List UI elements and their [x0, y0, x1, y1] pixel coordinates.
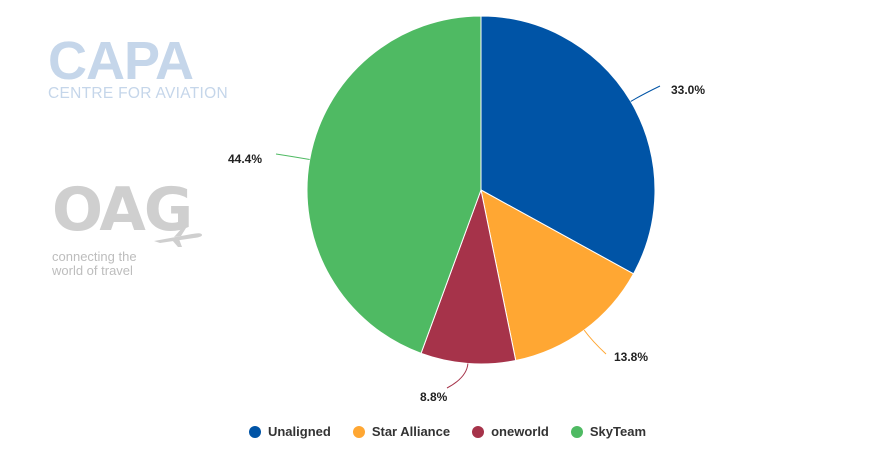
- airplane-icon: [154, 228, 202, 247]
- pie-slices: [306, 15, 656, 365]
- oag-tagline-line2: world of travel: [52, 263, 133, 278]
- legend-label: Unaligned: [267, 424, 331, 439]
- pie-label-oneworld: 8.8%: [420, 390, 448, 404]
- chart-legend: Unaligned Star Alliance oneworld SkyTeam: [0, 424, 895, 439]
- oag-logo-tagline: connecting the world of travel: [52, 250, 191, 278]
- pie-label-star-alliance: 13.8%: [614, 350, 648, 364]
- legend-swatch: [472, 425, 485, 438]
- capa-logo-word: CAPA: [48, 31, 194, 91]
- capa-logo: CAPA CENTRE FOR AVIATION: [48, 31, 258, 102]
- pie-connector-star-alliance: [583, 329, 607, 355]
- legend-item-star-alliance[interactable]: Star Alliance: [352, 424, 451, 439]
- legend-swatch: [248, 425, 261, 438]
- legend-label: SkyTeam: [589, 424, 647, 439]
- capa-logo-subtitle: CENTRE FOR AVIATION: [48, 85, 228, 102]
- pie-label-skyteam: 44.4%: [228, 152, 262, 166]
- legend-item-oneworld[interactable]: oneworld: [472, 424, 549, 439]
- pie-connector-unaligned: [630, 85, 661, 102]
- oag-logo: OAG connecting the world of travel: [52, 175, 202, 278]
- legend-swatch: [570, 425, 583, 438]
- pie-slice-oneworld[interactable]: [420, 188, 517, 365]
- pie-label-unaligned: 33.0%: [671, 83, 705, 97]
- legend-label: oneworld: [491, 424, 549, 439]
- oag-tagline-line1: connecting the: [52, 249, 137, 264]
- pie-slice-star-alliance[interactable]: [480, 189, 635, 362]
- legend-item-skyteam[interactable]: SkyTeam: [570, 424, 647, 439]
- legend-swatch: [352, 425, 365, 438]
- legend-item-unaligned[interactable]: Unaligned: [248, 424, 331, 439]
- pie-slice-unaligned[interactable]: [480, 15, 656, 275]
- oag-logo-word: OAG: [52, 175, 193, 245]
- pie-slice-skyteam[interactable]: [306, 15, 482, 354]
- pie-connector-oneworld: [446, 363, 469, 389]
- pie-data-labels: 33.0% 13.8% 8.8% 44.4%: [228, 83, 705, 404]
- legend-label: Star Alliance: [371, 424, 451, 439]
- pie-connector-skyteam: [275, 153, 310, 161]
